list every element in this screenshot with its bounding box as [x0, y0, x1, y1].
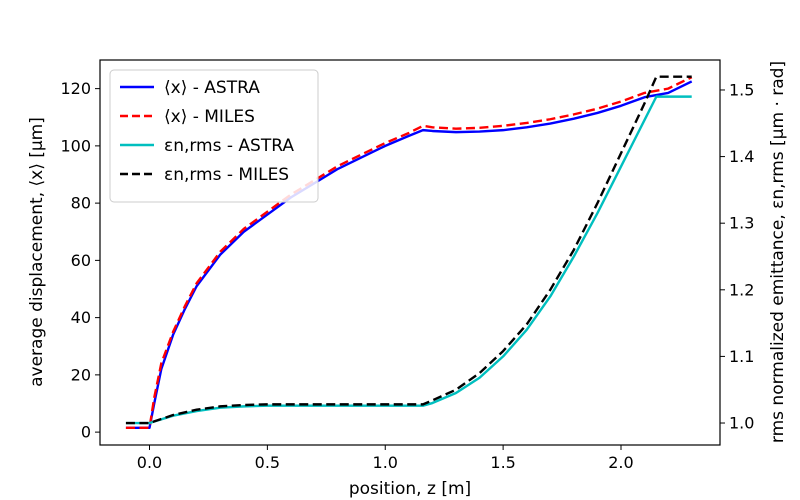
legend-label-4: εn,rms - MILES — [164, 165, 289, 185]
y-right-tick-label: 1.5 — [729, 80, 754, 99]
y-left-tick-label: 120 — [60, 79, 91, 98]
series-line-2 — [125, 76, 693, 430]
y-left-tick-label: 20 — [71, 365, 91, 384]
series-layer — [125, 75, 693, 430]
legend-label-3: εn,rms - ASTRA — [164, 136, 294, 156]
legend-label-1: ⟨x⟩ - ASTRA — [164, 78, 260, 98]
y-axis-right-label: rms normalized emittance, εn,rms [μm · r… — [768, 61, 788, 443]
series-line-4 — [125, 75, 692, 425]
y-left-tick-label: 80 — [71, 194, 91, 213]
y-left-tick-label: 60 — [71, 251, 91, 270]
y-left-tick-label: 0 — [81, 423, 91, 442]
legend: ⟨x⟩ - ASTRA ⟨x⟩ - MILES εn,rms - ASTRA εn,r… — [109, 69, 319, 203]
y-axis-left-label: average displacement, ⟨x⟩ [μm] — [27, 117, 47, 387]
x-tick-label: 2.0 — [608, 453, 633, 472]
y-right-tick-label: 1.0 — [729, 414, 754, 433]
x-tick-label: 1.0 — [373, 453, 398, 472]
legend-box — [109, 69, 319, 203]
legend-label-2: ⟨x⟩ - MILES — [164, 107, 255, 127]
y-right-tick-label: 1.4 — [729, 147, 754, 166]
x-tick-label: 0.5 — [255, 453, 280, 472]
ticks-layer: 0.0 0.5 1.0 1.5 2.0 0 20 40 60 80 100 120 1.0 1.1 1.2 1… — [60, 79, 754, 472]
y-right-tick-label: 1.1 — [729, 347, 754, 366]
plot-frame — [99, 59, 721, 446]
x-axis-label: position, z [m] — [349, 479, 471, 499]
x-tick-label: 0.0 — [137, 453, 162, 472]
y-right-tick-label: 1.2 — [729, 280, 754, 299]
y-left-tick-label: 100 — [60, 136, 91, 155]
y-right-tick-label: 1.3 — [729, 214, 754, 233]
y-left-tick-label: 40 — [71, 308, 91, 327]
x-tick-label: 1.5 — [490, 453, 515, 472]
series-line-3 — [125, 95, 692, 425]
